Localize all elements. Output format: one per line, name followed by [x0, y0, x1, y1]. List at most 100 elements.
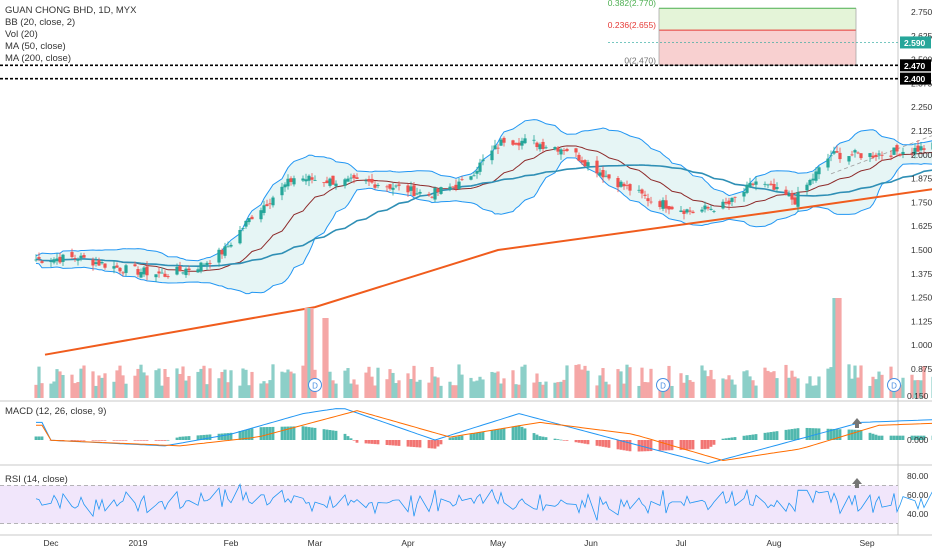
volume-bar: [898, 384, 902, 398]
candle-body: [97, 260, 101, 266]
candle-body: [187, 268, 191, 271]
price-axis-tick-label: 1.750: [911, 197, 932, 207]
macd-histogram-bar: [679, 440, 683, 450]
candle-body: [181, 272, 185, 274]
candle-body: [388, 184, 392, 189]
candle-body: [583, 160, 587, 167]
candle-body: [559, 149, 563, 155]
volume-bar: [394, 383, 398, 398]
candle-body: [472, 175, 476, 177]
macd-histogram-bar: [91, 440, 95, 441]
candle-body: [880, 154, 884, 156]
macd-histogram-bar: [229, 432, 233, 440]
price-axis-tick-label: 2.250: [911, 102, 932, 112]
macd-histogram-bar: [751, 434, 755, 440]
candle-body: [223, 246, 227, 256]
price-axis-tick-label: 2.750: [911, 7, 932, 17]
volume-bar: [583, 365, 587, 398]
candle-body: [142, 267, 146, 275]
candle-body: [121, 272, 125, 274]
macd-histogram-bar: [94, 440, 98, 441]
price-axis-tick-label: 2.125: [911, 126, 932, 136]
macd-histogram-bar: [418, 440, 422, 448]
volume-bar: [241, 368, 245, 398]
candle-body: [628, 184, 632, 191]
volume-bar: [271, 364, 275, 398]
volume-bar: [562, 379, 566, 398]
macd-histogram-bar: [895, 435, 899, 440]
macd-histogram-bar: [187, 436, 191, 440]
volume-bar: [331, 380, 335, 398]
macd-histogram-bar: [367, 440, 371, 444]
candle-body: [637, 189, 641, 191]
candle-body: [427, 193, 431, 196]
macd-histogram-bar: [574, 440, 578, 443]
price-axis-tick-label: 2.000: [911, 150, 932, 160]
volume-bar: [283, 372, 287, 398]
macd-histogram-bar: [640, 440, 644, 452]
macd-histogram-bar: [136, 440, 140, 441]
volume-bar: [619, 371, 623, 398]
volume-bar: [175, 368, 179, 398]
price-axis-tick-label: 0.875: [911, 364, 932, 374]
price-axis-tick-label: 1.625: [911, 221, 932, 231]
candle-body: [616, 178, 620, 188]
volume-bar: [553, 382, 557, 398]
macd-histogram-bar: [853, 429, 857, 440]
volume-bar: [808, 376, 812, 398]
candle-body: [451, 186, 455, 188]
candle-body: [133, 264, 137, 267]
macd-histogram-bar: [250, 428, 254, 440]
volume-bar: [706, 376, 710, 398]
volume-bar: [265, 383, 269, 398]
macd-histogram-bar: [826, 428, 830, 440]
volume-bar: [97, 375, 101, 398]
candle-body: [826, 158, 830, 168]
candle-body: [160, 272, 164, 274]
candle-body: [124, 265, 128, 273]
candle-body: [499, 139, 503, 146]
price-axis-tick-label: 1.250: [911, 293, 932, 303]
macd-histogram-bar: [577, 440, 581, 443]
macd-histogram-bar: [220, 433, 224, 440]
macd-histogram-bar: [517, 425, 521, 440]
macd-histogram-bar: [595, 440, 599, 446]
macd-histogram-bar: [139, 440, 143, 441]
candle-body: [61, 254, 65, 262]
macd-axis-tick-label: 0.150: [907, 391, 929, 401]
candle-body: [730, 197, 734, 202]
candle-body: [520, 140, 524, 146]
macd-histogram-bar: [208, 434, 212, 440]
macd-histogram-bar: [502, 428, 506, 440]
candle-body: [763, 183, 767, 185]
volume-bar: [847, 364, 851, 398]
volume-bar: [49, 383, 53, 398]
volume-bar: [388, 369, 392, 398]
volume-bar: [460, 374, 464, 398]
volume-bar: [871, 376, 875, 398]
macd-histogram-bar: [283, 426, 287, 440]
candle-body: [556, 147, 560, 152]
candle-body: [871, 155, 875, 158]
candle-body: [751, 183, 755, 185]
volume-bar: [499, 383, 503, 398]
macd-histogram-bar: [682, 440, 686, 450]
volume-bar: [625, 364, 629, 398]
candle-body: [157, 271, 161, 274]
volume-bar: [409, 378, 413, 398]
candle-body: [646, 198, 650, 202]
volume-bar: [490, 371, 494, 398]
volume-bar: [721, 378, 725, 398]
price-axis-tick-label: 1.375: [911, 269, 932, 279]
macd-histogram-bar: [40, 436, 44, 440]
volume-bar: [373, 385, 377, 398]
macd-histogram-bar: [259, 427, 263, 440]
macd-histogram-bar: [892, 435, 896, 440]
price-tag: [900, 59, 931, 72]
volume-bar: [73, 383, 77, 398]
macd-histogram-bar: [616, 440, 620, 450]
volume-bar: [202, 365, 206, 398]
macd-histogram-bar: [658, 440, 662, 451]
volume-bar: [607, 384, 611, 398]
